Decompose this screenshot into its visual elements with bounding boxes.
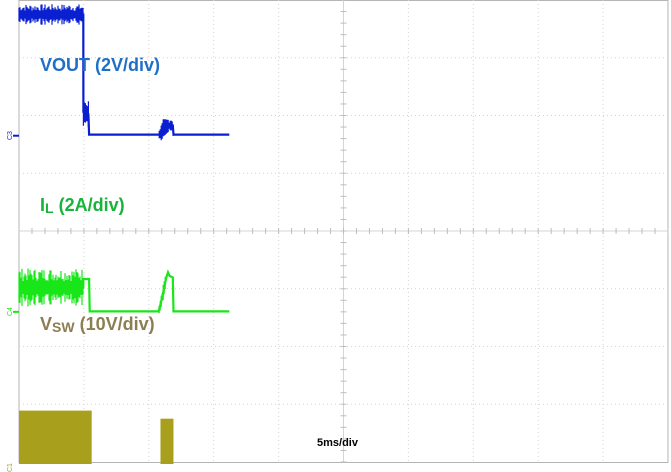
trace-noise-c3 xyxy=(82,98,89,128)
channel-marker-c3: C3 xyxy=(7,130,14,140)
channel-marker-c4: C4 xyxy=(7,306,14,316)
channel-marker-c1: C1 xyxy=(7,462,14,472)
trace-noise-c3 xyxy=(18,4,84,25)
time-scale-label: 5ms/div xyxy=(317,437,358,449)
trace-noise-c3 xyxy=(158,119,174,141)
il-label: IL (2A/div) xyxy=(40,195,125,216)
vsw-switching-burst xyxy=(160,418,174,470)
trace-noise-c4 xyxy=(18,268,84,307)
vout-label: VOUT (2V/div) xyxy=(40,55,161,75)
vsw-label: VSW (10V/div) xyxy=(40,314,155,335)
vsw-switching-burst xyxy=(19,410,92,470)
trace-noise-c4 xyxy=(158,276,166,314)
